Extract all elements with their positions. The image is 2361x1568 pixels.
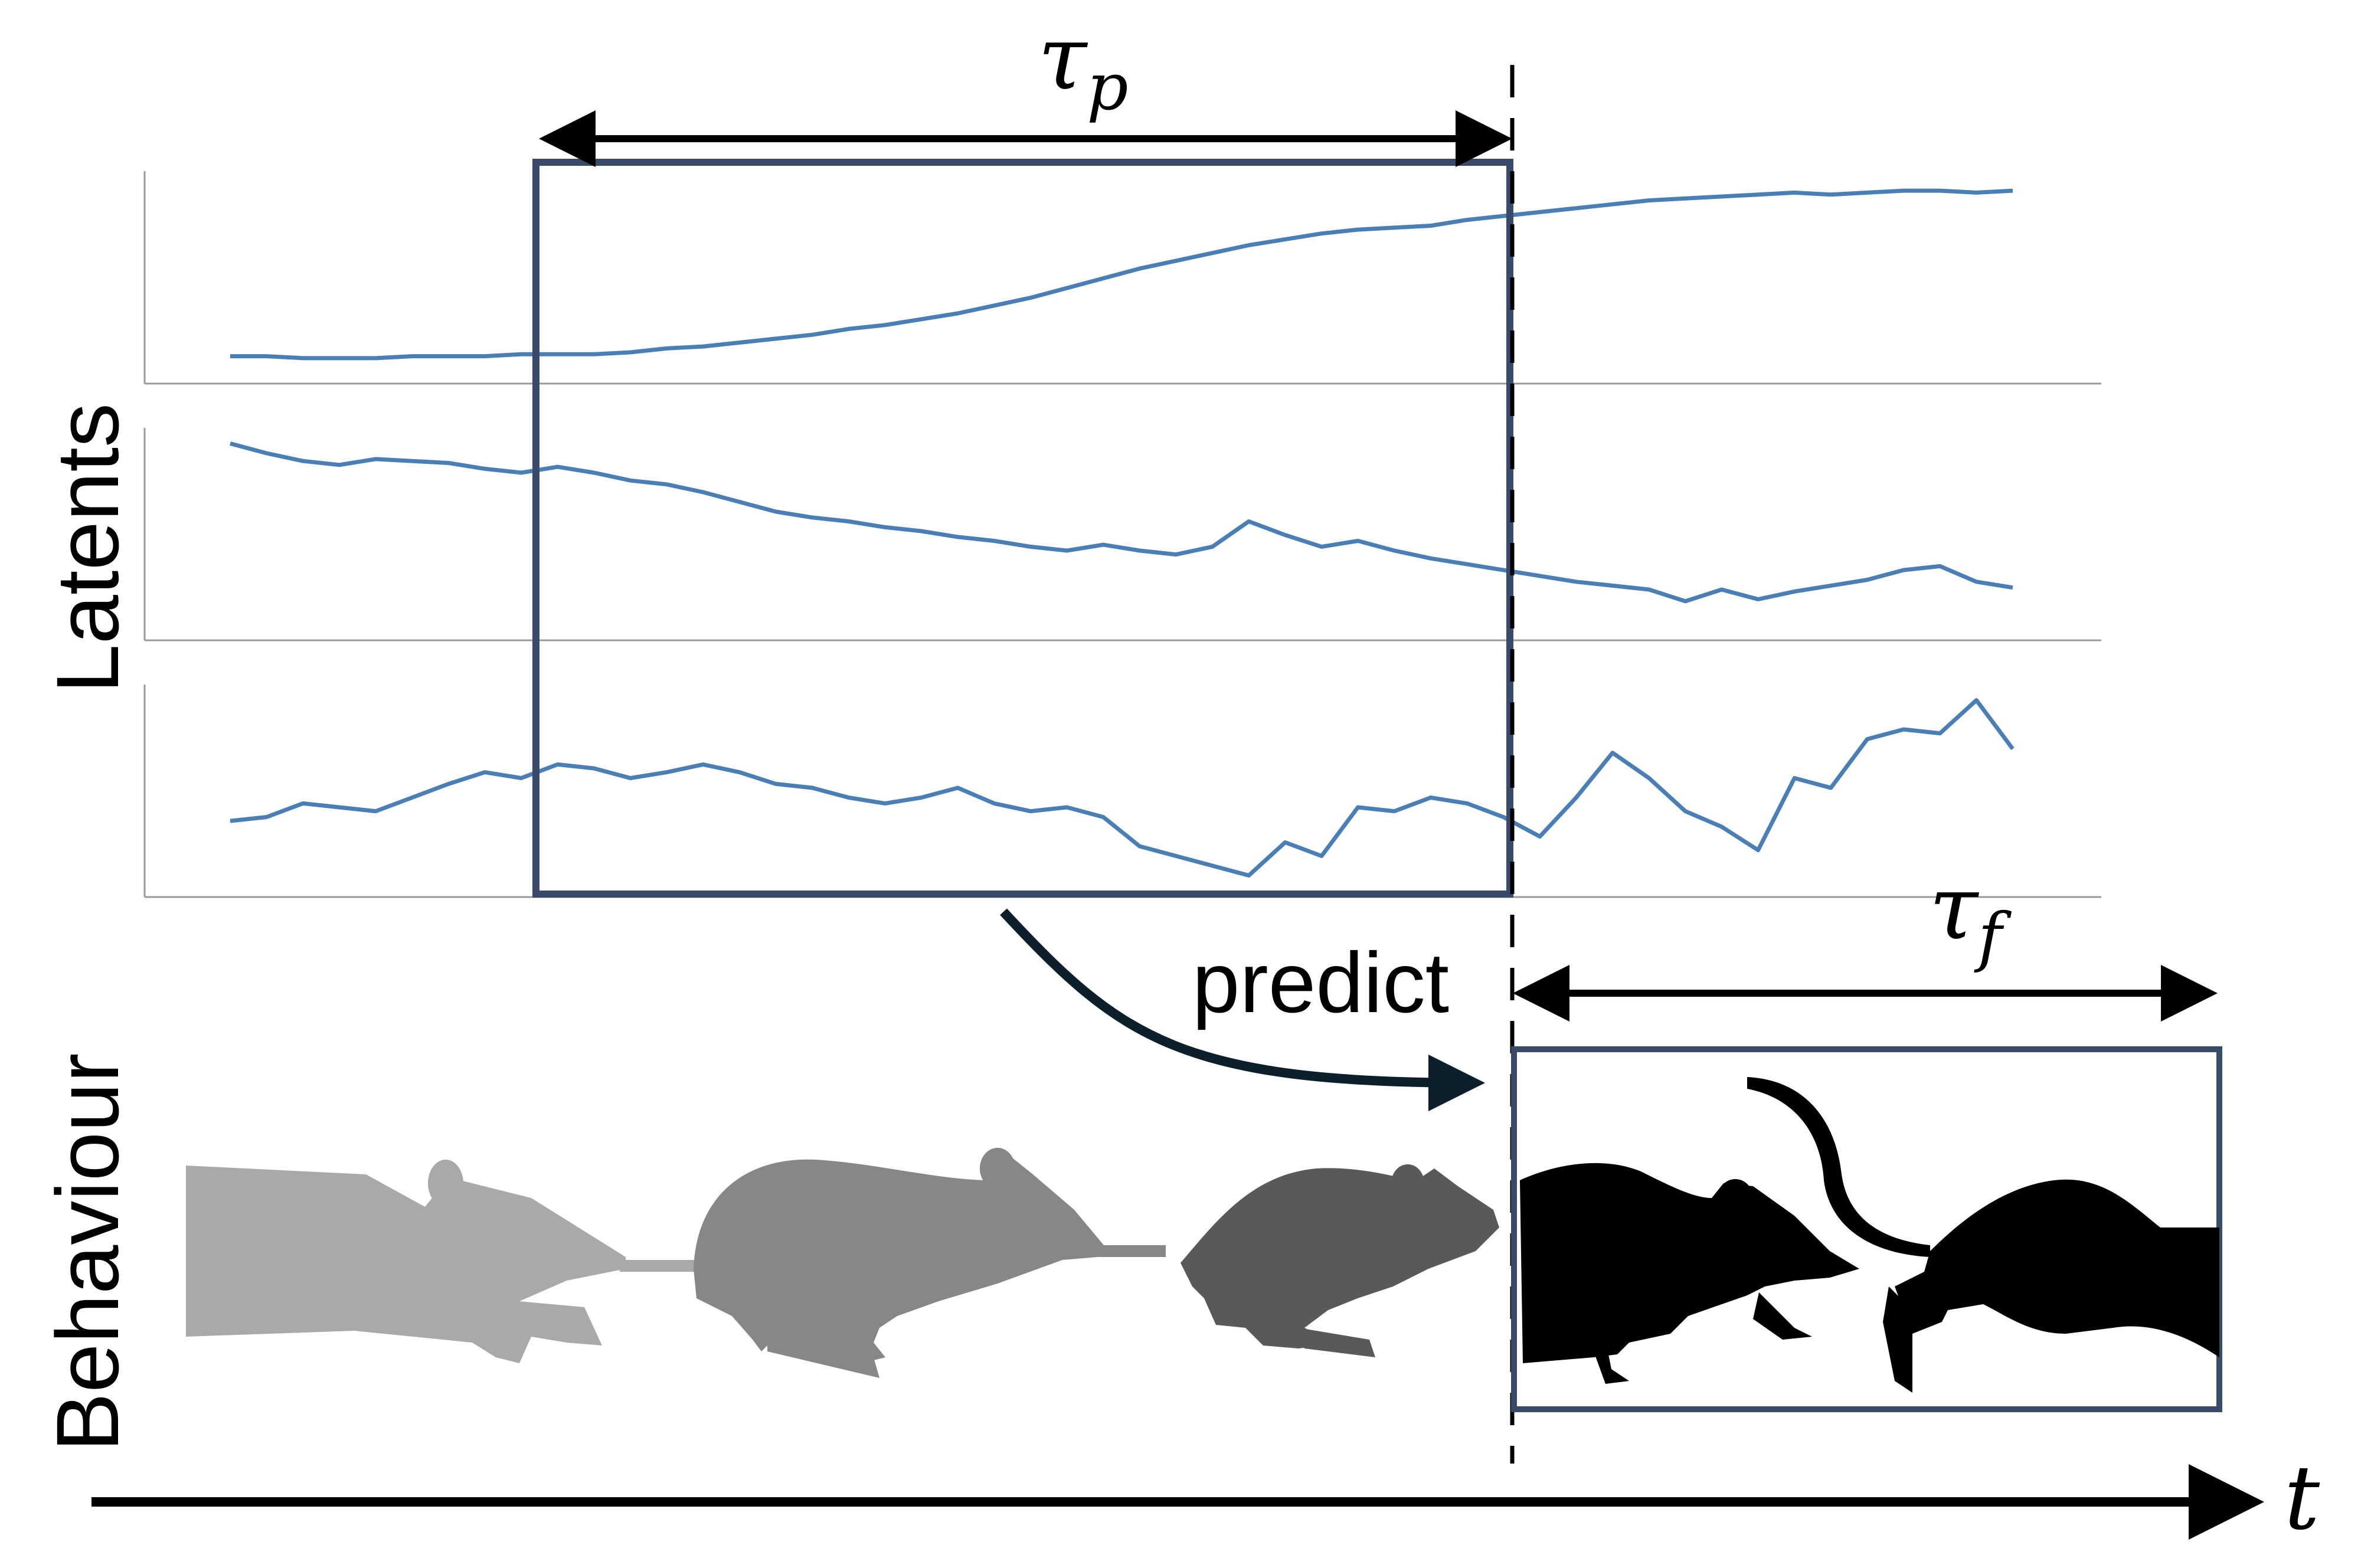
tau-f-label: τf: [1929, 857, 2012, 974]
mouse-ear: [980, 1148, 1015, 1189]
predict-label: predict: [1192, 935, 1449, 1030]
tau-p-label: τp: [1038, 7, 1128, 125]
mouse-future-1: [1520, 1163, 1859, 1384]
latent-trace-1: [230, 188, 2013, 361]
time-label: t: [2284, 1447, 2320, 1550]
latent-trace-3: [230, 698, 2015, 878]
mouse-tail: [1747, 1077, 1930, 1257]
mouse-past-2: [694, 1148, 1166, 1378]
mouse-ear: [1718, 1179, 1753, 1217]
mouse-past-1: [186, 1160, 702, 1363]
mouse-past-3: [1180, 1164, 1499, 1357]
predict-arrow: [1000, 908, 1485, 1111]
mouse-ear: [1391, 1164, 1424, 1202]
latents-axis-label: Latents: [38, 403, 137, 693]
latent-traces: [230, 188, 2015, 878]
past-window-box: [532, 159, 1513, 898]
latent-trace-2: [230, 441, 2013, 604]
behaviour-axis-label: Behaviour: [38, 1053, 137, 1452]
mouse-ear: [428, 1160, 463, 1207]
mouse-future-2: [1747, 1077, 2219, 1393]
